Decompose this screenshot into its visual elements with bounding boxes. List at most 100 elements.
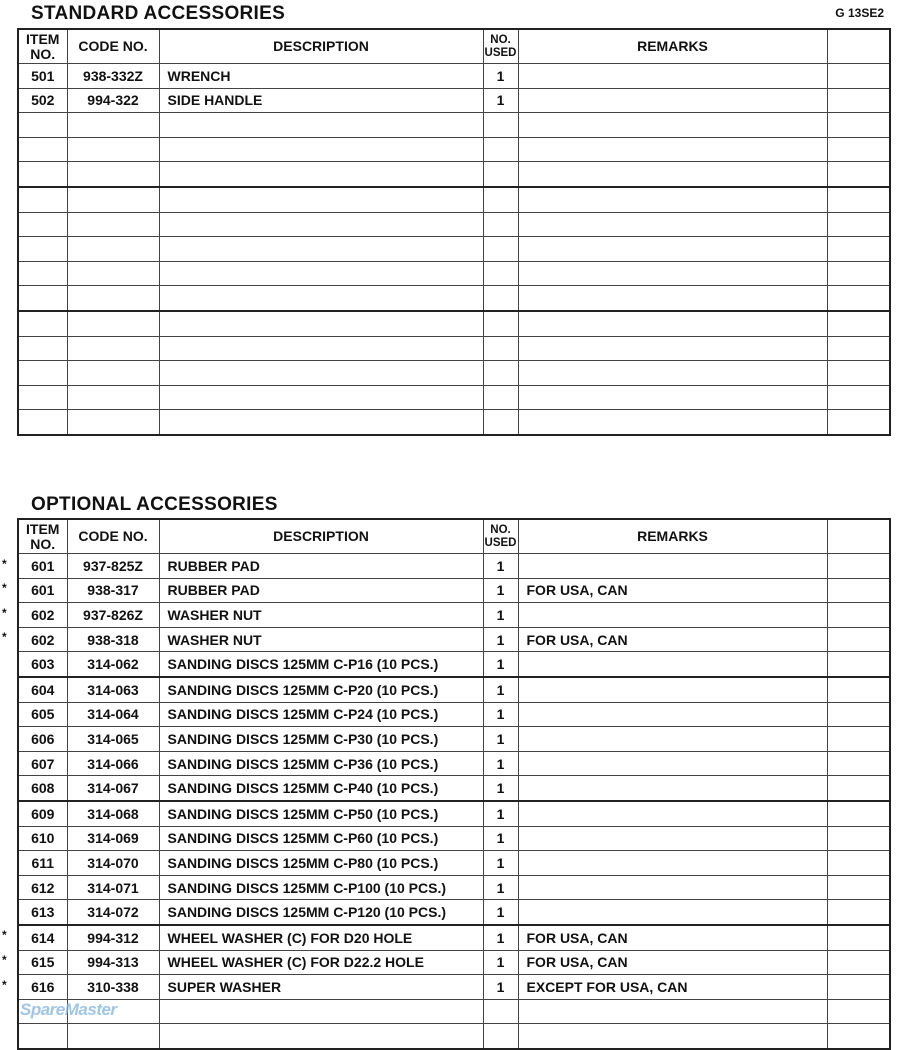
extra-column	[826, 726, 891, 752]
remarks	[517, 800, 828, 827]
extra-column	[826, 974, 891, 1000]
extra-column	[826, 161, 891, 188]
no-used: 1	[482, 63, 519, 89]
extra-column	[826, 186, 891, 213]
remarks	[517, 260, 828, 287]
no-used	[482, 409, 519, 436]
no-used: 1	[482, 577, 519, 604]
remarks	[517, 850, 828, 876]
no-used: 1	[482, 750, 519, 777]
code-no: 994-313	[66, 949, 160, 976]
code-no: 314-065	[66, 726, 160, 752]
item-no: 605	[17, 701, 68, 728]
page-id: G 13SE2	[835, 6, 884, 20]
description	[158, 260, 484, 287]
extra-column	[826, 775, 891, 802]
remarks	[517, 87, 828, 114]
table-row	[17, 112, 891, 138]
code-no: 314-063	[66, 676, 160, 703]
no-used	[482, 112, 519, 138]
table-row: 606 314-065 SANDING DISCS 125MM C-P30 (10 …	[17, 726, 891, 752]
description: WHEEL WASHER (C) FOR D22.2 HOLE	[158, 949, 484, 976]
table-row	[17, 998, 891, 1025]
description: WHEEL WASHER (C) FOR D20 HOLE	[158, 924, 484, 951]
no-used	[482, 211, 519, 238]
table-row: 615 994-313 WHEEL WASHER (C) FOR D22.2 HOL…	[17, 949, 891, 976]
table-row: 612 314-071 SANDING DISCS 125MM C-P100 (10…	[17, 874, 891, 901]
description	[158, 335, 484, 362]
item-no	[17, 211, 68, 238]
description	[158, 384, 484, 411]
remarks	[517, 136, 828, 163]
code-no	[66, 335, 160, 362]
table-row	[17, 136, 891, 163]
description: SIDE HANDLE	[158, 87, 484, 114]
asterisk-marker: *	[2, 953, 7, 967]
code-no	[66, 285, 160, 312]
description: SANDING DISCS 125MM C-P36 (10 PCS.)	[158, 750, 484, 777]
standard-accessories-table: ITEM NO. CODE NO. DESCRIPTION NO. USED REMARKS…	[17, 28, 891, 436]
code-no: 314-070	[66, 850, 160, 876]
code-no	[66, 310, 160, 337]
item-no: 602	[17, 602, 68, 628]
extra-column	[826, 800, 891, 827]
item-no	[17, 236, 68, 262]
description	[158, 161, 484, 188]
standard-accessories-title: STANDARD ACCESSORIES	[31, 3, 286, 24]
no-used	[482, 285, 519, 312]
no-used	[482, 1023, 519, 1050]
item-no	[17, 161, 68, 188]
description: SANDING DISCS 125MM C-P40 (10 PCS.)	[158, 775, 484, 802]
header-blank	[826, 518, 891, 554]
item-no	[17, 310, 68, 337]
extra-column	[826, 850, 891, 876]
item-no: 606	[17, 726, 68, 752]
extra-column	[826, 899, 891, 926]
description: WASHER NUT	[158, 602, 484, 628]
remarks	[517, 726, 828, 752]
code-no	[66, 1023, 160, 1050]
asterisk-marker: *	[2, 606, 7, 620]
description	[158, 236, 484, 262]
extra-column	[826, 87, 891, 114]
extra-column	[826, 924, 891, 951]
item-no: 611	[17, 850, 68, 876]
table-row: 607 314-066 SANDING DISCS 125MM C-P36 (10 …	[17, 750, 891, 777]
item-no: 616	[17, 974, 68, 1000]
remarks	[517, 651, 828, 678]
item-no: 612	[17, 874, 68, 901]
code-no: 938-318	[66, 626, 160, 653]
item-no: 603	[17, 651, 68, 678]
item-no: 602	[17, 626, 68, 653]
description: SANDING DISCS 125MM C-P100 (10 PCS.)	[158, 874, 484, 901]
item-no	[17, 360, 68, 386]
description	[158, 409, 484, 436]
item-no	[17, 1023, 68, 1050]
code-no: 314-064	[66, 701, 160, 728]
extra-column	[826, 211, 891, 238]
extra-column	[826, 136, 891, 163]
code-no: 310-338	[66, 974, 160, 1000]
asterisk-marker: *	[2, 630, 7, 644]
table-row	[17, 236, 891, 262]
item-no	[17, 285, 68, 312]
item-no: 614	[17, 924, 68, 951]
item-no: 601	[17, 553, 68, 579]
optional-accessories-table: ITEM NO. CODE NO. DESCRIPTION NO. USED REMARKS…	[17, 518, 891, 1050]
remarks	[517, 285, 828, 312]
remarks: FOR USA, CAN	[517, 949, 828, 976]
no-used: 1	[482, 899, 519, 926]
header-code-no: CODE NO.	[66, 28, 160, 64]
extra-column	[826, 384, 891, 411]
header-description: DESCRIPTION	[158, 518, 484, 554]
no-used	[482, 384, 519, 411]
extra-column	[826, 874, 891, 901]
extra-column	[826, 750, 891, 777]
remarks	[517, 409, 828, 436]
extra-column	[826, 676, 891, 703]
code-no: 314-062	[66, 651, 160, 678]
table-row: 614 994-312 WHEEL WASHER (C) FOR D20 HOLE 1…	[17, 924, 891, 951]
code-no: 314-072	[66, 899, 160, 926]
table-header: ITEM NO. CODE NO. DESCRIPTION NO. USED REMARKS	[17, 518, 891, 554]
code-no: 938-332Z	[66, 63, 160, 89]
